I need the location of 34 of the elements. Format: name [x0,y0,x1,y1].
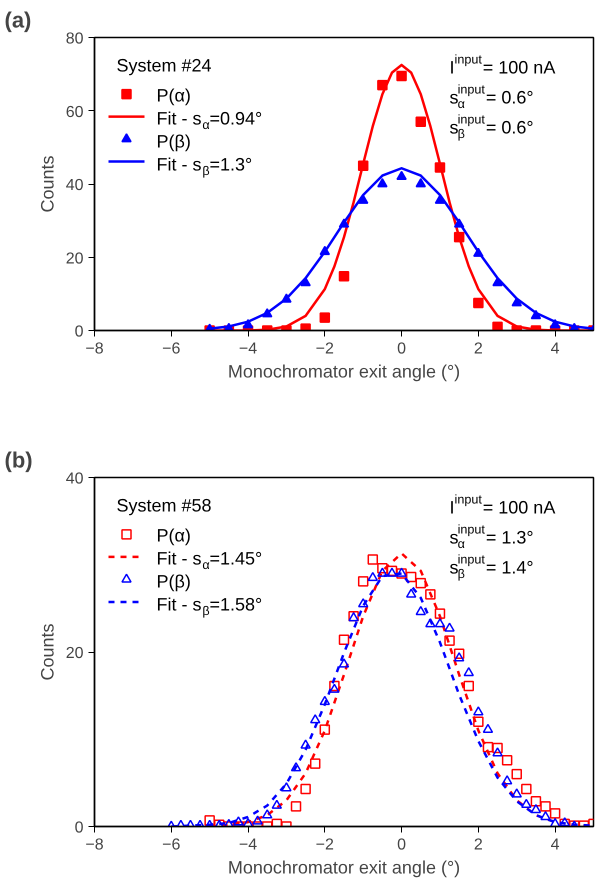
y-tick-label: 80 [66,30,84,48]
legend-label: P(α) [156,526,191,546]
y-axis-title: Counts [38,155,58,213]
x-tick-label: 2 [474,340,483,358]
x-tick-label: −2 [316,340,334,358]
y-tick-label: 40 [66,177,84,194]
x-tick-label: −6 [162,836,180,854]
x-tick-label: 0 [397,836,406,854]
x-tick-label: 4 [550,340,560,358]
y-tick-label: 40 [66,470,84,488]
x-tick-label: −6 [162,340,180,358]
x-axis-title: Monochromator exit angle (°) [228,362,460,382]
x-tick-label: 0 [397,340,406,358]
x-tick-label: −8 [85,340,104,358]
x-tick-label: 4 [550,836,560,854]
x-tick-label: 2 [474,836,483,854]
y-tick-label: 20 [66,645,84,662]
y-tick-label: 60 [66,104,84,121]
x-tick-label: −4 [238,340,258,358]
x-axis-title: Monochromator exit angle (°) [228,858,460,878]
legend-label: P(α) [156,86,191,106]
x-tick-label: −4 [238,836,258,854]
annotation: System #24 [116,56,212,76]
y-tick-label: 0 [74,820,84,836]
annotation: System #58 [116,496,212,516]
x-tick-label: −2 [316,836,334,854]
legend-label: P(β) [156,132,191,152]
chart-title: (a) [4,8,32,32]
y-tick-label: 0 [74,324,84,340]
y-tick-label: 20 [66,250,84,268]
x-tick-label: −8 [85,836,104,854]
chart-title: (b) [4,448,33,472]
legend-label: P(β) [156,572,191,592]
y-axis-title: Counts [38,623,58,681]
